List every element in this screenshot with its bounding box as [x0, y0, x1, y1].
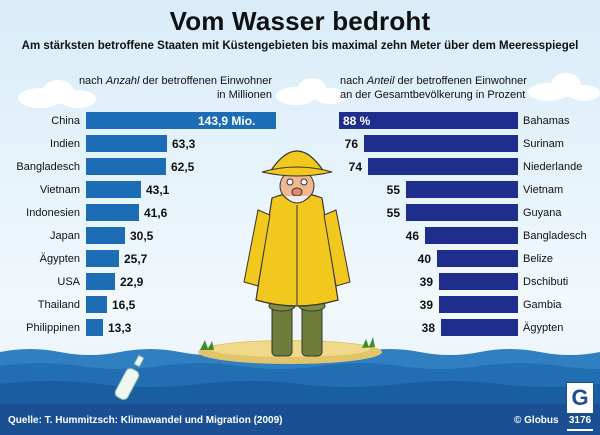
- left-bar: [86, 112, 276, 129]
- left-value-label: 30,5: [130, 229, 154, 243]
- right-category-label: Belize: [523, 253, 553, 265]
- bottle-icon: [114, 354, 145, 401]
- cloud-center-icon: [276, 78, 346, 105]
- chart-subtitle: Am stärksten betroffene Staaten mit Küst…: [21, 40, 579, 52]
- left-value-label: 25,7: [124, 252, 148, 266]
- right-value-label: 46: [405, 229, 419, 243]
- left-bar: [86, 319, 103, 336]
- badge-number: 3176: [567, 413, 593, 429]
- left-bar: [86, 158, 166, 175]
- right-value-label: 76: [344, 137, 358, 151]
- right-value-label: 39: [419, 298, 433, 312]
- left-bar: [86, 135, 167, 152]
- right-category-label: Niederlande: [523, 161, 583, 173]
- right-category-label: Bangladesch: [523, 230, 587, 242]
- right-category-label: Surinam: [523, 138, 564, 150]
- left-category-label: Japan: [50, 230, 80, 242]
- right-category-label: Guyana: [523, 207, 562, 219]
- right-value-label: 74: [348, 160, 362, 174]
- right-bar: [364, 135, 518, 152]
- globus-logo-icon: G: [571, 385, 589, 410]
- left-value-label: 43,1: [146, 183, 170, 197]
- left-value-label: 63,3: [172, 137, 196, 151]
- right-bar: [339, 112, 518, 129]
- right-bar: [368, 158, 518, 175]
- cloud-right-icon: [528, 73, 600, 101]
- footer-bar: [0, 404, 600, 435]
- sea-icon: [0, 349, 600, 404]
- left-value-label: 41,6: [144, 206, 168, 220]
- left-category-label: Indonesien: [26, 207, 80, 219]
- right-bar: [425, 227, 518, 244]
- fisherman-icon: [243, 150, 351, 357]
- left-value-label: 22,9: [120, 275, 144, 289]
- globus-badge: G 3176: [566, 382, 594, 432]
- right-value-label: 38: [421, 321, 435, 335]
- brand-label: © Globus: [514, 415, 559, 426]
- right-bar: [437, 250, 518, 267]
- left-category-label: Indien: [50, 138, 80, 150]
- left-value-label: 16,5: [112, 298, 136, 312]
- right-bar: [439, 273, 518, 290]
- left-category-label: China: [51, 115, 80, 127]
- left-category-label: Ägypten: [39, 253, 80, 265]
- right-value-label: 88 %: [343, 114, 371, 128]
- right-bar: [441, 319, 518, 336]
- left-value-label: 13,3: [108, 321, 132, 335]
- right-bar: [439, 296, 518, 313]
- right-category-label: Ägypten: [523, 322, 564, 334]
- left-category-label: USA: [57, 276, 80, 288]
- left-category-label: Thailand: [37, 299, 80, 311]
- left-category-label: Vietnam: [39, 184, 80, 196]
- left-bar: [86, 273, 115, 290]
- source-note: Quelle: T. Hummitzsch: Klimawandel und M…: [8, 415, 283, 426]
- right-chart-header: nach Anteil der betroffenen Einwohner an…: [340, 75, 527, 101]
- left-bar: [86, 227, 125, 244]
- right-bar: [406, 181, 518, 198]
- right-category-label: Bahamas: [523, 115, 570, 127]
- right-value-label: 39: [419, 275, 433, 289]
- chart-title: Vom Wasser bedroht: [169, 6, 431, 36]
- right-bar: [406, 204, 518, 221]
- left-category-label: Bangladesch: [16, 161, 80, 173]
- right-value-label: 55: [386, 183, 400, 197]
- right-value-label: 40: [417, 252, 431, 266]
- right-category-label: Gambia: [523, 299, 562, 311]
- left-bar: [86, 204, 139, 221]
- left-bar: [86, 296, 107, 313]
- left-category-label: Philippinen: [26, 322, 80, 334]
- left-chart-header: nach Anzahl der betroffenen Einwohner in…: [78, 75, 272, 101]
- left-bar: [86, 181, 141, 198]
- left-value-label: 62,5: [171, 160, 195, 174]
- cloud-left-icon: [18, 80, 96, 108]
- right-value-label: 55: [386, 206, 400, 220]
- left-bar: [86, 250, 119, 267]
- right-category-label: Dschibuti: [523, 276, 569, 288]
- left-value-label: 143,9 Mio.: [198, 114, 256, 128]
- right-category-label: Vietnam: [523, 184, 564, 196]
